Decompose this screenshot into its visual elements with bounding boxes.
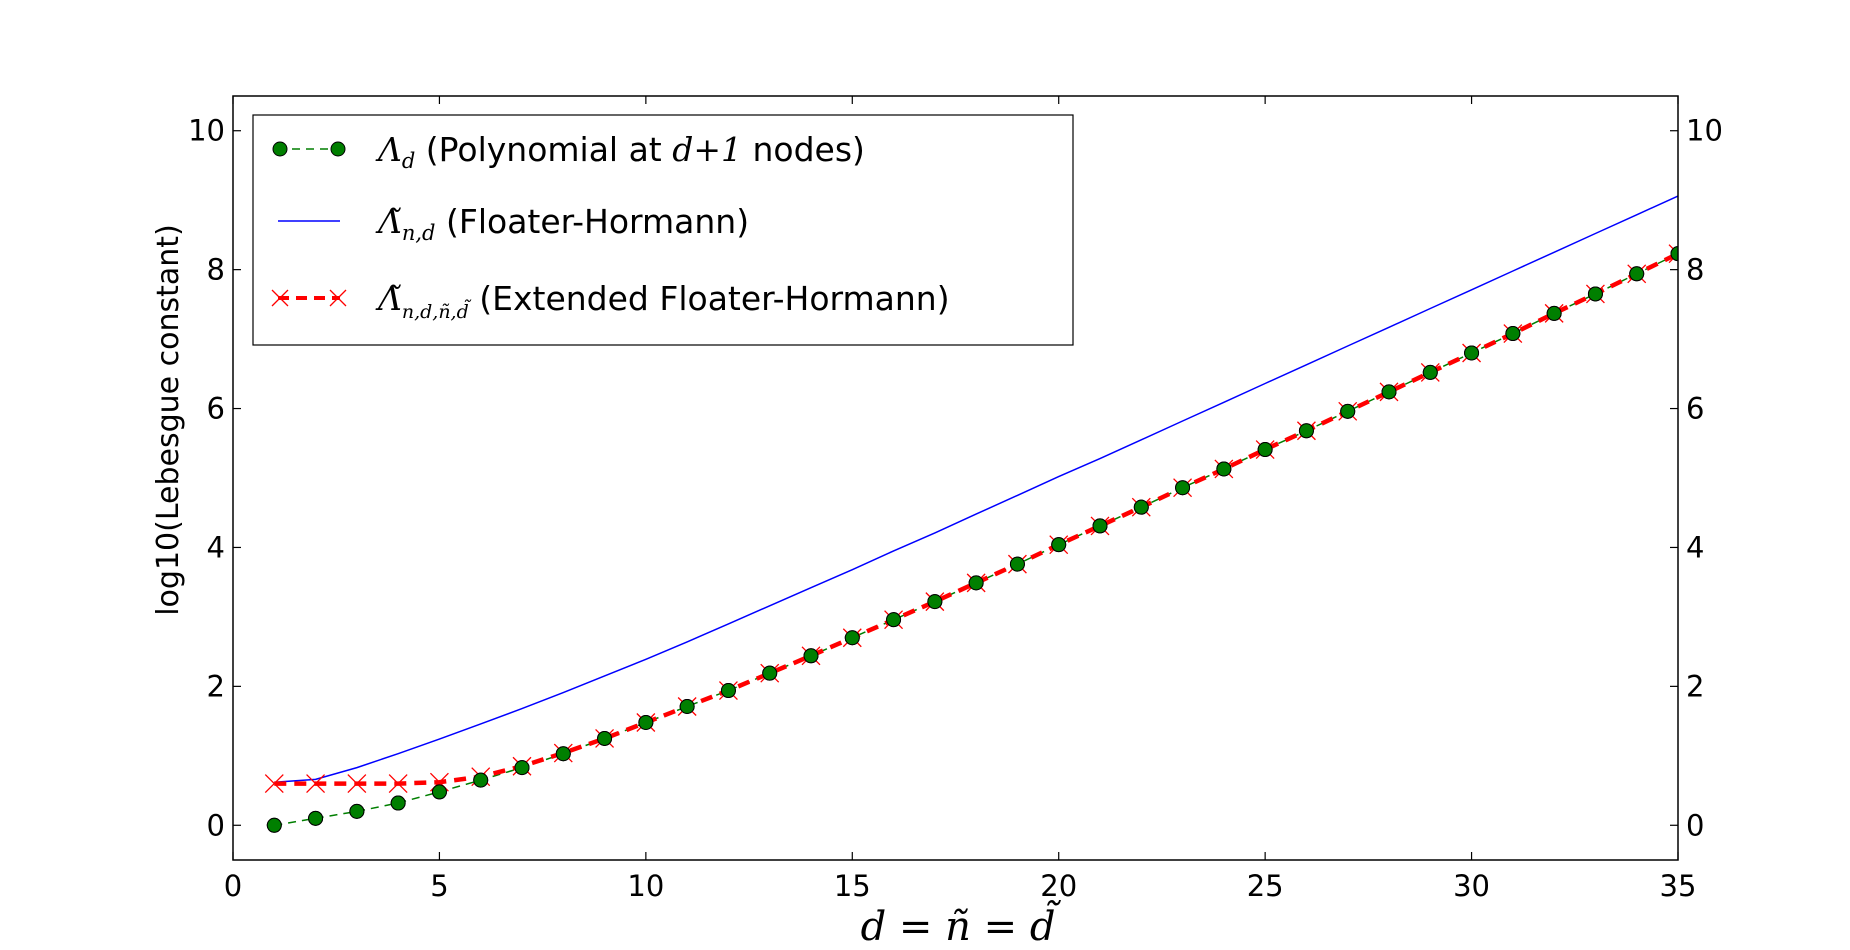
point-polynomial	[349, 803, 365, 819]
x-tick-label: 20	[1040, 869, 1077, 903]
legend-entry-extended-floater-hormann: Λ̃n,d,ñ,d̃ (Extended Floater-Hormann)	[271, 279, 950, 323]
legend-text-1: (Extended Floater-Hormann)	[469, 279, 950, 318]
y-tick-label-right: 6	[1686, 392, 1704, 426]
legend-entry-floater-hormann: Λ̃n,d (Floater-Hormann)	[278, 202, 749, 245]
y-tick-label-right: 2	[1686, 669, 1704, 703]
point-polynomial	[1381, 384, 1397, 400]
point-polynomial	[1464, 345, 1480, 361]
x-tick-label: 0	[224, 869, 242, 903]
y-tick-label-right: 10	[1686, 114, 1723, 148]
series-line-floater-hormann	[274, 195, 1678, 783]
y-tick-label-right: 8	[1686, 253, 1704, 287]
axis-ticks: 0 5 10 15 20 25 30 35 0 2 4 6 8 10 0 2 4 6 8 10	[188, 96, 1723, 903]
legend-symbol: Λ̃	[375, 279, 402, 318]
x-tick-label: 10	[627, 869, 664, 903]
series-floater-hormann	[274, 195, 1678, 783]
legend-subscript: n,d,ñ,d̃	[402, 300, 472, 323]
point-polynomial	[1051, 537, 1067, 553]
point-polynomial	[927, 594, 943, 610]
point-polynomial	[720, 683, 736, 699]
legend-math: d+1	[672, 130, 742, 169]
y-tick-label-right: 0	[1686, 808, 1704, 842]
series-layer	[264, 195, 1678, 833]
point-polynomial	[1009, 556, 1025, 572]
legend-label-floater-hormann: Λ̃n,d (Floater-Hormann)	[375, 202, 749, 245]
x-axis-label: d = ñ = d̃	[861, 900, 1062, 950]
legend-marker-extended	[329, 289, 347, 307]
point-polynomial	[1133, 499, 1149, 515]
point-polynomial	[844, 630, 860, 646]
legend-symbol: Λ̃	[375, 202, 402, 241]
x-tick-label: 35	[1660, 869, 1697, 903]
point-polynomial	[968, 575, 984, 591]
y-tick-label: 8	[207, 253, 225, 287]
point-polynomial	[597, 730, 613, 746]
point-polynomial	[266, 817, 282, 833]
point-polynomial	[390, 795, 406, 811]
y-tick-label-right: 4	[1686, 530, 1704, 564]
point-polynomial	[308, 810, 324, 826]
legend-text-2: nodes)	[742, 130, 865, 169]
point-polynomial	[1587, 286, 1603, 302]
point-polynomial	[1670, 246, 1678, 262]
plot-frame	[232, 95, 1679, 861]
legend-marker-polynomial	[330, 141, 346, 157]
point-polynomial	[1629, 266, 1645, 282]
legend-text-1: (Polynomial at	[415, 130, 672, 169]
point-polynomial	[473, 772, 489, 788]
point-polynomial	[1340, 403, 1356, 419]
y-tick-label: 2	[207, 669, 225, 703]
x-tick-label: 5	[430, 869, 448, 903]
x-tick-label: 15	[834, 869, 871, 903]
y-tick-label: 0	[207, 808, 225, 842]
point-polynomial	[1298, 423, 1314, 439]
y-tick-label: 10	[188, 114, 225, 148]
point-extended	[388, 774, 408, 794]
point-polynomial	[1422, 364, 1438, 380]
points-polynomial-front	[266, 246, 1678, 833]
legend-entry-polynomial: Λd (Polynomial at d+1 nodes)	[272, 130, 865, 173]
point-polynomial	[1092, 518, 1108, 534]
point-polynomial	[803, 648, 819, 664]
point-polynomial	[1257, 442, 1273, 458]
point-polynomial	[679, 699, 695, 715]
point-polynomial	[1505, 326, 1521, 342]
legend: Λd (Polynomial at d+1 nodes) Λ̃n,d (Floa…	[252, 114, 1074, 346]
legend-label-polynomial: Λd (Polynomial at d+1 nodes)	[375, 130, 865, 173]
point-extended	[306, 774, 326, 794]
legend-text-1: (Floater-Hormann)	[436, 202, 750, 241]
point-extended	[1668, 244, 1678, 264]
legend-symbol: Λ	[375, 130, 402, 169]
point-polynomial	[1546, 305, 1562, 321]
y-axis-label: log10(Lebesgue constant)	[151, 224, 186, 616]
point-polynomial	[431, 784, 447, 800]
point-polynomial	[1216, 461, 1232, 477]
point-polynomial	[638, 714, 654, 730]
x-tick-label: 25	[1247, 869, 1284, 903]
point-polynomial	[555, 746, 571, 762]
legend-label-extended: Λ̃n,d,ñ,d̃ (Extended Floater-Hormann)	[375, 279, 950, 323]
x-tick-label: 30	[1453, 869, 1490, 903]
y-tick-label: 6	[207, 392, 225, 426]
point-extended	[347, 774, 367, 794]
point-extended	[264, 774, 284, 794]
legend-subscript: d	[402, 149, 415, 173]
legend-box	[252, 114, 1074, 346]
point-polynomial	[1175, 480, 1191, 496]
y-tick-label: 4	[207, 530, 225, 564]
legend-subscript: n,d	[402, 221, 436, 245]
legend-marker-polynomial	[272, 141, 288, 157]
point-polynomial	[762, 665, 778, 681]
legend-marker-extended	[271, 289, 289, 307]
point-polynomial	[886, 612, 902, 628]
point-polynomial	[514, 760, 530, 776]
